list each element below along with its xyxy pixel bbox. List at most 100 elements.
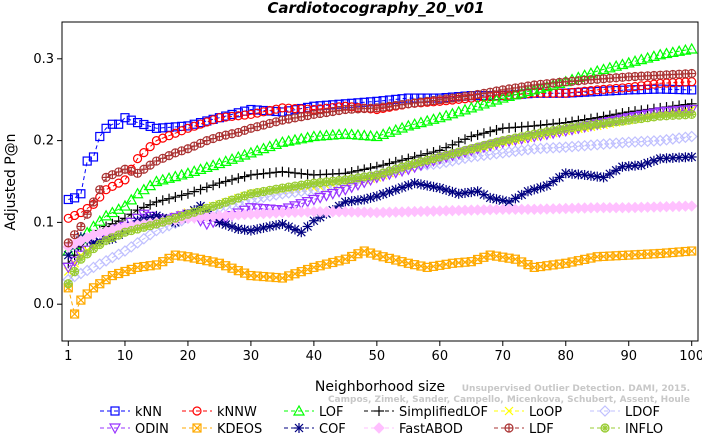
legend-marker-loop bbox=[504, 406, 514, 416]
legend-marker-ldof bbox=[599, 405, 611, 417]
data-point-simplifiedlof-15 bbox=[151, 196, 162, 207]
data-point-knnw-22 bbox=[195, 119, 206, 129]
data-point-odin-38 bbox=[295, 199, 308, 210]
data-point-ldf-62 bbox=[447, 93, 458, 103]
legend-label-odin: ODIN bbox=[135, 422, 169, 434]
data-point-knnw-15 bbox=[151, 136, 162, 146]
data-point-knn-15 bbox=[151, 123, 162, 133]
data-point-lof-11 bbox=[125, 193, 138, 205]
data-point-ldf-12 bbox=[132, 168, 143, 178]
data-point-simplifiedlof-16 bbox=[157, 195, 168, 206]
legend-label-cof: COF bbox=[319, 422, 346, 434]
data-point-knn-96 bbox=[661, 84, 672, 94]
data-point-knnw-24 bbox=[208, 115, 218, 125]
data-point-lof-49 bbox=[364, 129, 377, 141]
legend-label-knn: kNN bbox=[135, 405, 162, 420]
x-tick-label-80: 80 bbox=[557, 349, 574, 364]
data-point-ldof-85 bbox=[591, 138, 604, 151]
data-point-knn-1 bbox=[63, 194, 73, 205]
data-point-knn-14 bbox=[145, 121, 155, 132]
data-point-ldof-97 bbox=[666, 133, 679, 145]
data-point-ldof-39 bbox=[301, 184, 314, 197]
data-point-knnw-14 bbox=[145, 142, 155, 152]
data-point-knnw-29 bbox=[240, 110, 250, 120]
data-point-ldof-69 bbox=[490, 147, 503, 160]
legend-label-fastabod: FastABOD bbox=[399, 422, 463, 434]
series-kdeos bbox=[63, 246, 697, 319]
data-point-cof-83 bbox=[579, 169, 590, 180]
series-line-knn bbox=[68, 88, 692, 200]
data-point-odin-44 bbox=[333, 187, 346, 198]
data-point-knnw-33 bbox=[265, 105, 275, 116]
data-point-knn-9 bbox=[114, 119, 124, 129]
legend-label-ldf: LDF bbox=[529, 422, 554, 434]
series-ldf bbox=[63, 68, 697, 248]
data-point-inflo-91 bbox=[630, 114, 640, 124]
data-point-ldof-95 bbox=[654, 134, 667, 147]
legend-item-odin: ODIN bbox=[100, 422, 169, 434]
legend-marker-simplifiedlof bbox=[374, 406, 384, 416]
data-point-ldof-62 bbox=[446, 155, 459, 167]
data-point-cof-48 bbox=[359, 194, 370, 205]
data-point-knnw-77 bbox=[542, 88, 552, 98]
data-point-cof-76 bbox=[535, 182, 546, 193]
data-point-lof-10 bbox=[118, 199, 131, 211]
legend-item-loop: LoOP bbox=[494, 405, 562, 420]
data-point-knnw-89 bbox=[617, 83, 628, 93]
data-point-kdeos-2 bbox=[69, 309, 80, 319]
data-point-inflo-38 bbox=[296, 180, 306, 190]
data-point-cof-78 bbox=[548, 176, 559, 187]
data-point-knn-3 bbox=[76, 189, 86, 199]
data-point-lof-42 bbox=[320, 129, 333, 141]
data-point-ldf-14 bbox=[145, 160, 155, 170]
data-point-simplifiedlof-36 bbox=[283, 167, 294, 178]
data-point-ldof-64 bbox=[459, 152, 471, 165]
x-axis: 1 10 20 30 40 50 60 70 80 90 100 bbox=[64, 341, 702, 364]
data-point-knnw-31 bbox=[252, 108, 262, 118]
data-point-knnw-23 bbox=[202, 117, 212, 127]
data-point-inflo-3 bbox=[76, 254, 86, 264]
data-point-lof-43 bbox=[326, 128, 339, 140]
data-point-cof-44 bbox=[334, 201, 345, 212]
data-point-simplifiedlof-14 bbox=[145, 199, 156, 210]
y-tick-label-2: 0.2 bbox=[33, 134, 54, 149]
chart-title: Cardiotocography_20_v01 bbox=[267, 0, 484, 17]
x-tick-label-10: 10 bbox=[117, 349, 134, 364]
x-axis-title: Neighborhood size bbox=[315, 379, 445, 395]
data-point-knnw-34 bbox=[271, 104, 281, 114]
series-lof bbox=[62, 42, 698, 256]
data-point-ldf-100 bbox=[687, 68, 697, 79]
data-point-ldof-82 bbox=[572, 140, 585, 153]
data-point-simplifiedlof-13 bbox=[138, 202, 149, 213]
y-tick-label-1: 0.1 bbox=[33, 215, 54, 230]
x-tick-label-50: 50 bbox=[369, 349, 386, 364]
y-axis-title: Adjusted P@n bbox=[3, 133, 19, 230]
data-point-odin-41 bbox=[314, 192, 327, 204]
legend-label-kdeos: KDEOS bbox=[217, 422, 262, 434]
data-point-knn-11 bbox=[126, 115, 136, 125]
data-point-simplifiedlof-18 bbox=[170, 192, 181, 203]
data-point-odin-43 bbox=[326, 189, 339, 200]
data-point-inflo-85 bbox=[592, 119, 602, 129]
data-point-ldof-38 bbox=[295, 185, 308, 198]
data-point-cof-77 bbox=[541, 180, 552, 191]
data-point-knnw-21 bbox=[189, 121, 199, 131]
data-point-inflo-37 bbox=[290, 181, 300, 191]
data-point-knnw-86 bbox=[598, 84, 609, 94]
data-point-knn-8 bbox=[107, 119, 117, 129]
data-point-lof-46 bbox=[345, 128, 358, 140]
data-point-knnw-92 bbox=[636, 81, 646, 91]
data-point-cof-79 bbox=[554, 172, 565, 183]
data-point-odin-30 bbox=[244, 203, 257, 214]
legend-label-loop: LoOP bbox=[529, 405, 562, 420]
x-tick-label-70: 70 bbox=[495, 349, 512, 364]
data-point-inflo-4 bbox=[82, 249, 92, 259]
data-point-knnw-81 bbox=[567, 87, 577, 98]
data-point-odin-36 bbox=[282, 203, 295, 215]
data-point-odin-29 bbox=[238, 205, 251, 217]
data-point-ldf-4 bbox=[82, 209, 92, 219]
data-point-inflo-33 bbox=[265, 185, 275, 195]
data-point-simplifiedlof-26 bbox=[220, 176, 231, 187]
data-point-ldf-44 bbox=[334, 105, 344, 116]
data-point-knnw-25 bbox=[214, 113, 225, 123]
